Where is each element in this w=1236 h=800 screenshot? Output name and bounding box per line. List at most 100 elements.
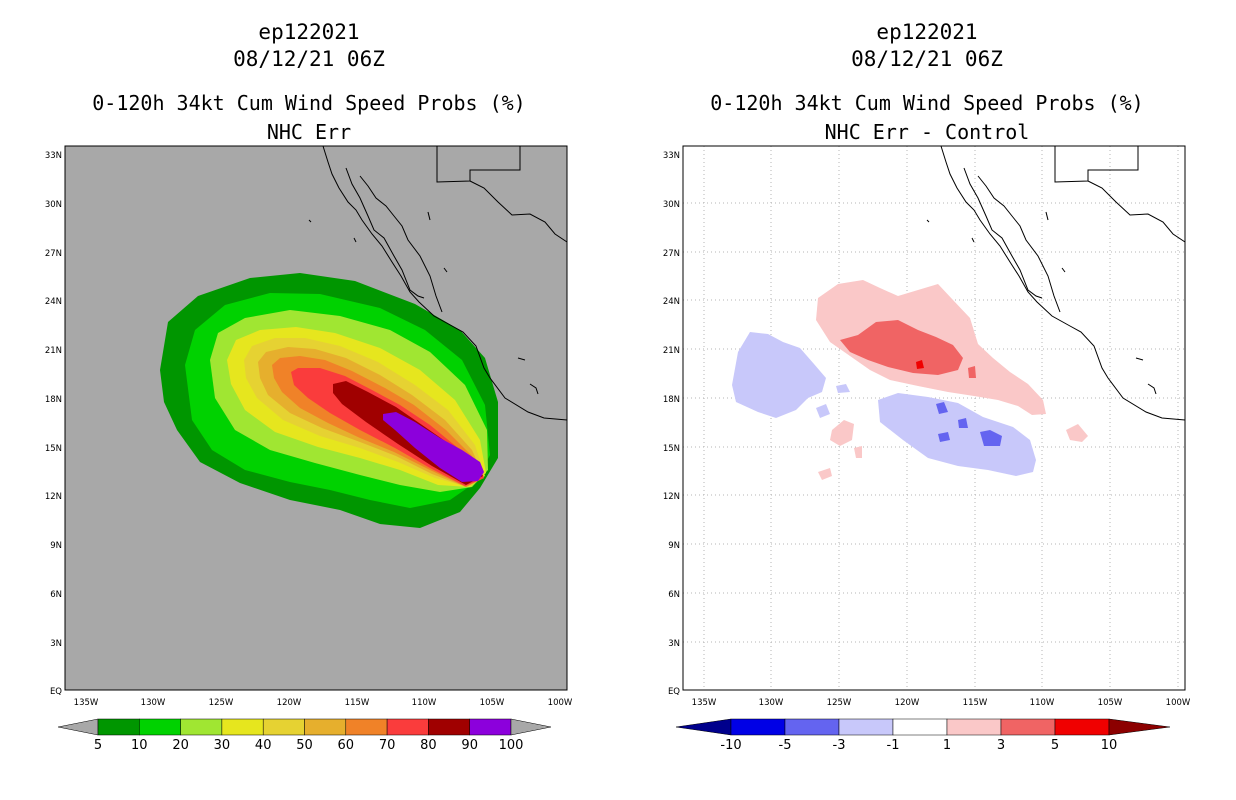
lon-tick: 130W	[759, 698, 784, 708]
colorbar-label: 80	[420, 738, 437, 753]
right-colorbar: -10 -5 -3 -1 1 3 5 10	[675, 718, 1171, 753]
right-map-frame	[682, 145, 1186, 691]
lat-tick: 30N	[45, 200, 62, 210]
lat-tick: 9N	[668, 541, 680, 551]
diff-pos-1-3-isolated-e	[830, 326, 842, 336]
lon-tick: 135W	[692, 698, 717, 708]
colorbar-box	[428, 718, 470, 736]
lat-tick: 3N	[668, 639, 680, 649]
diff-pos-1-3-isolated-a	[830, 420, 854, 446]
colorbar-box	[892, 718, 948, 736]
lon-tick: 100W	[548, 698, 573, 708]
colorbar-box	[345, 718, 388, 736]
colorbar-box	[1000, 718, 1056, 736]
lat-tick: 18N	[45, 395, 62, 405]
diff-neg-3-5-d	[980, 430, 1002, 446]
diff-neg-3-5-c	[938, 432, 950, 442]
right-map-svg: 33N 30N 27N 24N 21N 18N 15N 12N 9N 6N 3N…	[663, 145, 1191, 753]
colorbar-box	[97, 718, 140, 736]
lat-tick: EQ	[668, 687, 680, 697]
diff-neg-3-5-a	[936, 402, 948, 414]
lon-tick: 105W	[1098, 698, 1123, 708]
colorbar-under-arrow	[675, 718, 732, 736]
diff-pos-3-5-small	[968, 366, 976, 378]
right-lon-ticks: 135W 130W 125W 120W 115W 110W 105W 100W	[692, 698, 1191, 708]
colorbar-label: -5	[779, 738, 792, 753]
lon-tick: 130W	[141, 698, 166, 708]
lon-tick: 125W	[209, 698, 234, 708]
colorbar-box	[139, 718, 181, 736]
lat-tick: 18N	[663, 395, 680, 405]
colorbar-box	[946, 718, 1002, 736]
diff-pos-1-3-isolated-d	[1066, 424, 1088, 442]
right-title-date: 08/12/21 06Z	[851, 47, 1003, 71]
colorbar-label: 30	[214, 738, 231, 753]
colorbar-box	[180, 718, 223, 736]
lat-tick: 33N	[663, 151, 680, 161]
colorbar-label: 1	[943, 738, 951, 753]
right-title-storm: ep122021	[876, 20, 978, 44]
colorbar-box	[838, 718, 894, 736]
diff-neg-1-3-central	[878, 393, 1036, 476]
diff-neg-1-3-small-a	[816, 404, 830, 418]
colorbar-label: 60	[338, 738, 355, 753]
left-coastline	[308, 145, 568, 421]
diff-pos-1-3-isolated-b	[818, 468, 832, 480]
lat-tick: 33N	[45, 151, 62, 161]
colorbar-box	[730, 718, 786, 736]
lon-tick: 110W	[412, 698, 437, 708]
colorbar-label: -1	[887, 738, 900, 753]
lat-tick: 3N	[50, 639, 62, 649]
lat-tick: EQ	[50, 687, 62, 697]
right-lat-ticks: 33N 30N 27N 24N 21N 18N 15N 12N 9N 6N 3N…	[663, 151, 680, 697]
lat-tick: 21N	[663, 346, 680, 356]
lon-tick: 110W	[1030, 698, 1055, 708]
diff-pos-5-10	[916, 360, 924, 369]
colorbar-label: 10	[131, 738, 148, 753]
right-coastline	[926, 145, 1186, 421]
lat-tick: 30N	[663, 200, 680, 210]
right-title-sub: NHC Err - Control	[824, 120, 1030, 144]
colorbar-label: 3	[997, 738, 1005, 753]
colorbar-box	[1054, 718, 1110, 736]
lat-tick: 15N	[663, 444, 680, 454]
left-map-panel: ep122021 08/12/21 06Z 0-120h 34kt Cum Wi…	[45, 20, 573, 753]
colorbar-box	[386, 718, 429, 736]
left-title-storm: ep122021	[258, 20, 360, 44]
lat-tick: 15N	[45, 444, 62, 454]
right-title-product: 0-120h 34kt Cum Wind Speed Probs (%)	[710, 91, 1144, 115]
lon-tick: 105W	[480, 698, 505, 708]
colorbar-box	[221, 718, 264, 736]
colorbar-label: 5	[94, 738, 102, 753]
left-title-sub: NHC Err	[266, 120, 352, 144]
left-title-date: 08/12/21 06Z	[233, 47, 385, 71]
colorbar-over-arrow	[510, 718, 552, 736]
colorbar-box	[469, 718, 512, 736]
lon-tick: 115W	[345, 698, 370, 708]
left-title-product: 0-120h 34kt Cum Wind Speed Probs (%)	[92, 91, 526, 115]
left-map-svg: 33N 30N 27N 24N 21N 18N 15N 12N 9N 6N 3N…	[45, 145, 573, 753]
colorbar-label: -3	[833, 738, 846, 753]
lat-tick: 6N	[50, 590, 62, 600]
colorbar-label: 5	[1051, 738, 1059, 753]
lon-tick: 120W	[277, 698, 302, 708]
colorbar-label: 90	[461, 738, 478, 753]
lon-tick: 135W	[74, 698, 99, 708]
lon-tick: 120W	[895, 698, 920, 708]
lon-tick: 115W	[963, 698, 988, 708]
diff-pos-3-5	[840, 320, 963, 375]
lat-tick: 6N	[668, 590, 680, 600]
colorbar-label: 20	[172, 738, 189, 753]
colorbar-box	[304, 718, 347, 736]
diff-neg-3-5-b	[958, 418, 968, 428]
left-probability-contours	[160, 273, 498, 528]
lat-tick: 21N	[45, 346, 62, 356]
diff-pos-1-3-isolated-c	[854, 446, 862, 458]
colorbar-label: 70	[379, 738, 396, 753]
lon-tick: 125W	[827, 698, 852, 708]
colorbar-label: 50	[296, 738, 313, 753]
colorbar-label: 100	[499, 738, 524, 753]
colorbar-label: 40	[255, 738, 272, 753]
left-colorbar: 5 10 20 30 40 50 60 70 80 90 100	[57, 718, 552, 753]
colorbar-label: -10	[720, 738, 741, 753]
